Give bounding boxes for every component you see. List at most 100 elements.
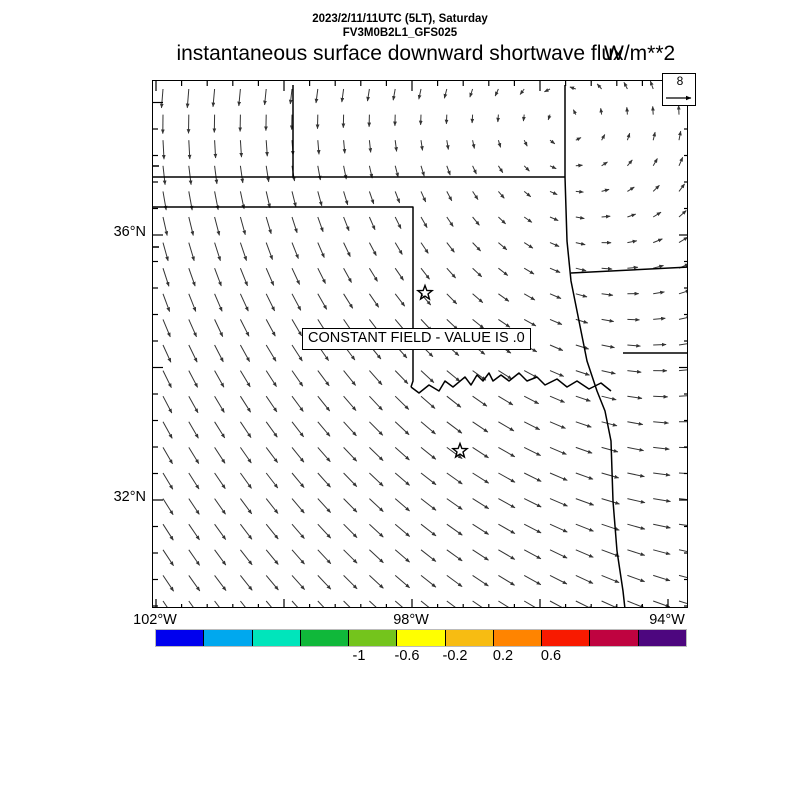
wind-vector-arrow xyxy=(653,342,667,347)
wind-vector-arrow xyxy=(575,189,584,194)
wind-vector-arrow xyxy=(446,267,456,279)
wind-vector-arrow xyxy=(446,370,461,382)
wind-vector-arrow xyxy=(446,421,463,434)
wind-vector-arrow xyxy=(627,574,645,583)
wind-vector-arrow xyxy=(291,523,305,539)
wind-vector-arrow xyxy=(343,191,349,206)
colorbar-swatch xyxy=(493,630,543,646)
wind-vector-arrow xyxy=(549,395,565,403)
wind-vector-arrow xyxy=(288,88,293,105)
wind-vector-arrow xyxy=(394,472,410,486)
wind-vector-arrow xyxy=(366,88,371,102)
wind-vector-arrow xyxy=(470,114,475,124)
colorbar-tick-label: 0.6 xyxy=(540,648,562,664)
wind-vector-arrow xyxy=(549,190,558,196)
wind-vector-arrow xyxy=(446,472,463,485)
wind-vector-arrow xyxy=(472,600,483,607)
colorbar-swatch xyxy=(204,630,253,646)
wind-vector-arrow xyxy=(394,293,406,307)
wind-vector-arrow xyxy=(188,549,201,566)
wind-vector-arrow xyxy=(265,498,279,514)
wind-vector-arrow xyxy=(214,165,219,185)
wind-vector-arrow xyxy=(498,549,516,560)
wind-vector-arrow xyxy=(342,140,347,154)
wind-vector-arrow xyxy=(162,575,175,592)
wind-vector-arrow xyxy=(498,498,516,509)
wind-vector-arrow xyxy=(369,421,384,436)
wind-vector-arrow xyxy=(523,421,541,431)
wind-vector-arrow xyxy=(188,575,201,592)
wind-vector-arrow xyxy=(523,549,542,560)
wind-vector-arrow xyxy=(369,447,384,461)
wind-vector-arrow xyxy=(214,293,223,312)
wind-vector-arrow xyxy=(343,370,356,386)
wind-vector-arrow xyxy=(549,139,556,145)
map-plot-area[interactable] xyxy=(152,80,688,608)
wind-vector-arrow xyxy=(188,344,198,363)
wind-vector-arrow xyxy=(420,191,427,203)
wind-vector-arrow xyxy=(159,88,164,109)
wind-vector-arrow xyxy=(472,549,489,561)
wind-vector-arrow xyxy=(575,267,587,272)
wind-vector-arrow xyxy=(265,216,272,235)
wind-vector-arrow xyxy=(575,523,594,532)
wind-vector-arrow xyxy=(214,268,222,287)
colorbar-tick-label: -1 xyxy=(352,648,366,664)
wind-vector-arrow xyxy=(239,472,252,489)
wind-vector-arrow xyxy=(368,293,380,308)
wind-vector-arrow xyxy=(678,236,687,244)
station-markers xyxy=(415,283,470,459)
x-axis-tick-label: 98°W xyxy=(393,612,429,628)
wind-vector-arrow xyxy=(239,319,250,337)
wind-vector-arrow xyxy=(627,317,640,322)
wind-vector-arrow xyxy=(291,267,301,285)
wind-vector-arrow xyxy=(420,165,425,177)
wind-vector-arrow xyxy=(369,523,384,538)
wind-vector-arrow xyxy=(317,267,326,284)
wind-vector-arrow xyxy=(420,600,430,607)
wind-vector-arrow xyxy=(162,395,173,414)
wind-vector-arrow xyxy=(239,395,252,413)
wind-vector-arrow xyxy=(214,319,224,337)
wind-vector-arrow xyxy=(446,574,463,588)
wind-vector-arrow xyxy=(596,83,602,90)
colorbar-swatch xyxy=(590,630,639,646)
wind-vector-arrow xyxy=(291,216,298,234)
wind-vector-arrow xyxy=(498,242,508,251)
wind-vector-arrow xyxy=(472,472,490,484)
wind-vector-arrow xyxy=(369,575,384,589)
wind-vector-arrow xyxy=(601,600,620,607)
wind-vector-arrow xyxy=(214,421,226,439)
wind-vector-arrow xyxy=(471,140,476,149)
wind-vector-arrow xyxy=(446,600,456,607)
wind-vector-arrow xyxy=(446,293,458,305)
wind-vector-arrow xyxy=(420,140,424,151)
wind-vector-arrow xyxy=(549,216,559,222)
wind-vector-arrow xyxy=(523,293,536,301)
wind-vector-arrow xyxy=(239,140,244,158)
wind-vector-arrow xyxy=(265,293,276,312)
wind-vector-arrow xyxy=(291,421,304,438)
wind-vector-arrow xyxy=(498,293,510,302)
wind-vector-arrow xyxy=(627,343,641,348)
model-id-title: FV3M0B2L1_GFS025 xyxy=(342,27,458,39)
colorbar[interactable] xyxy=(155,629,687,647)
wind-vector-arrow xyxy=(394,370,409,385)
wind-vector-arrow xyxy=(678,130,682,141)
wind-vector-arrow xyxy=(394,447,410,461)
wind-vector-arrow xyxy=(340,88,345,103)
wind-vector-arrow xyxy=(547,114,552,121)
wind-vector-arrow xyxy=(653,394,669,399)
wind-vector-arrow xyxy=(316,140,321,155)
wind-vector-arrow xyxy=(627,395,643,400)
wind-vector-arrow xyxy=(188,370,199,388)
wind-vector-arrow xyxy=(420,216,428,228)
wind-vector-arrow xyxy=(394,216,402,230)
wind-vector-arrow xyxy=(394,549,410,563)
wind-vector-arrow xyxy=(317,549,332,565)
wind-vector-arrow xyxy=(239,421,252,438)
wind-vector-arrow xyxy=(343,575,358,590)
wind-vector-arrow xyxy=(317,242,325,258)
wind-vector-arrow xyxy=(291,600,299,607)
wind-vector-arrow xyxy=(575,370,590,376)
